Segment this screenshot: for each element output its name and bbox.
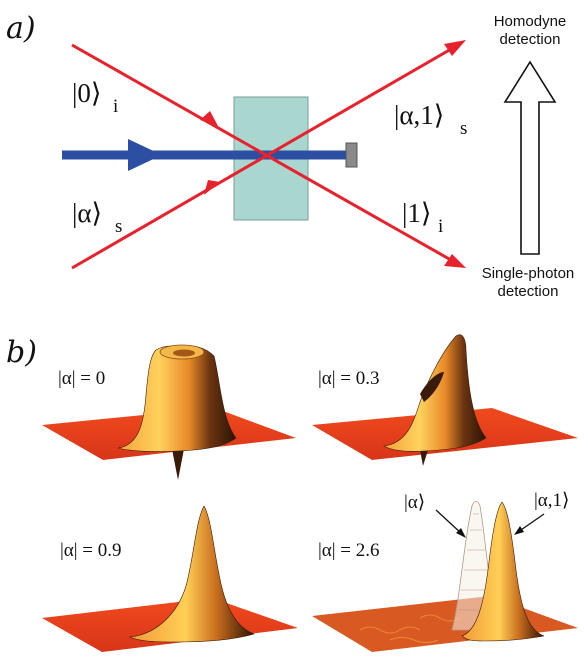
floor-texture: [359, 614, 521, 643]
wigner-plot-alpha-0.3: |α| = 0.3: [312, 334, 578, 466]
pump-arrow-icon: [128, 139, 162, 171]
ket-idler-out: |1⟩ i: [402, 198, 443, 237]
homodyne-label-2: detection: [500, 31, 561, 48]
photon-added-label: |α,1⟩: [534, 490, 569, 511]
idler-out-arrow-icon: [444, 254, 466, 268]
beam-block: [345, 142, 358, 168]
wigner-surface: [128, 505, 255, 643]
idler-in-arrow-icon: [200, 111, 218, 126]
negative-dip: [420, 450, 428, 466]
coherent-pointer: [435, 509, 463, 535]
crater-hole: [173, 349, 195, 357]
ket-signal-in-text: |α⟩: [72, 198, 102, 228]
signal-out-arrow-icon: [444, 40, 466, 56]
wireframe-lines: [458, 513, 494, 611]
signal-input-beam: [71, 43, 459, 270]
plot-label: |α| = 0.3: [318, 368, 380, 389]
ket-idler-in-text: |0⟩: [72, 78, 101, 108]
ket-signal-out-text: |α,1⟩: [394, 100, 444, 130]
wigner-plot-alpha-2.6: |α| = 2.6 |α⟩ |α,1⟩: [312, 490, 578, 652]
ket-signal-in-sub: s: [115, 216, 122, 237]
wigner-surface: [383, 334, 487, 452]
ket-signal-out: |α,1⟩ s: [394, 100, 467, 139]
single-photon-label-2: detection: [498, 283, 559, 300]
ket-idler-out-text: |1⟩: [402, 198, 431, 228]
ridge-shadow: [420, 372, 444, 402]
wigner-plot-alpha-0: |α| = 0: [42, 344, 296, 480]
negative-dip: [172, 449, 184, 480]
plot-label: |α| = 0.9: [60, 540, 122, 561]
homodyne-label-1: Homodyne: [494, 13, 567, 30]
photon-added-pointer-arrow-icon: [514, 526, 524, 535]
detection-arrow-icon: [503, 60, 557, 255]
wigner-plot-alpha-0.9: |α| = 0.9: [42, 505, 298, 652]
idler-input-beam: [71, 43, 459, 266]
ket-signal-in: |α⟩ s: [72, 198, 122, 237]
plot-floor: [312, 596, 578, 652]
ket-idler-out-sub: i: [438, 216, 443, 237]
plot-label: |α| = 2.6: [318, 540, 380, 561]
single-photon-label-1: Single-photon: [482, 265, 575, 282]
ket-signal-out-sub: s: [460, 118, 467, 139]
wigner-surface: [461, 501, 545, 642]
plot-label: |α| = 0: [58, 368, 105, 389]
ket-idler-in-sub: i: [113, 96, 118, 117]
panel-b-label: b): [6, 335, 37, 370]
coherent-pointer-arrow-icon: [456, 528, 466, 538]
signal-in-arrow-icon: [204, 180, 220, 195]
coherent-state-label: |α⟩: [404, 492, 425, 513]
photon-added-pointer: [517, 513, 545, 533]
panel-a-label: a): [6, 11, 36, 46]
ket-idler-in: |0⟩ i: [72, 78, 118, 117]
wigner-surface: [117, 345, 237, 452]
